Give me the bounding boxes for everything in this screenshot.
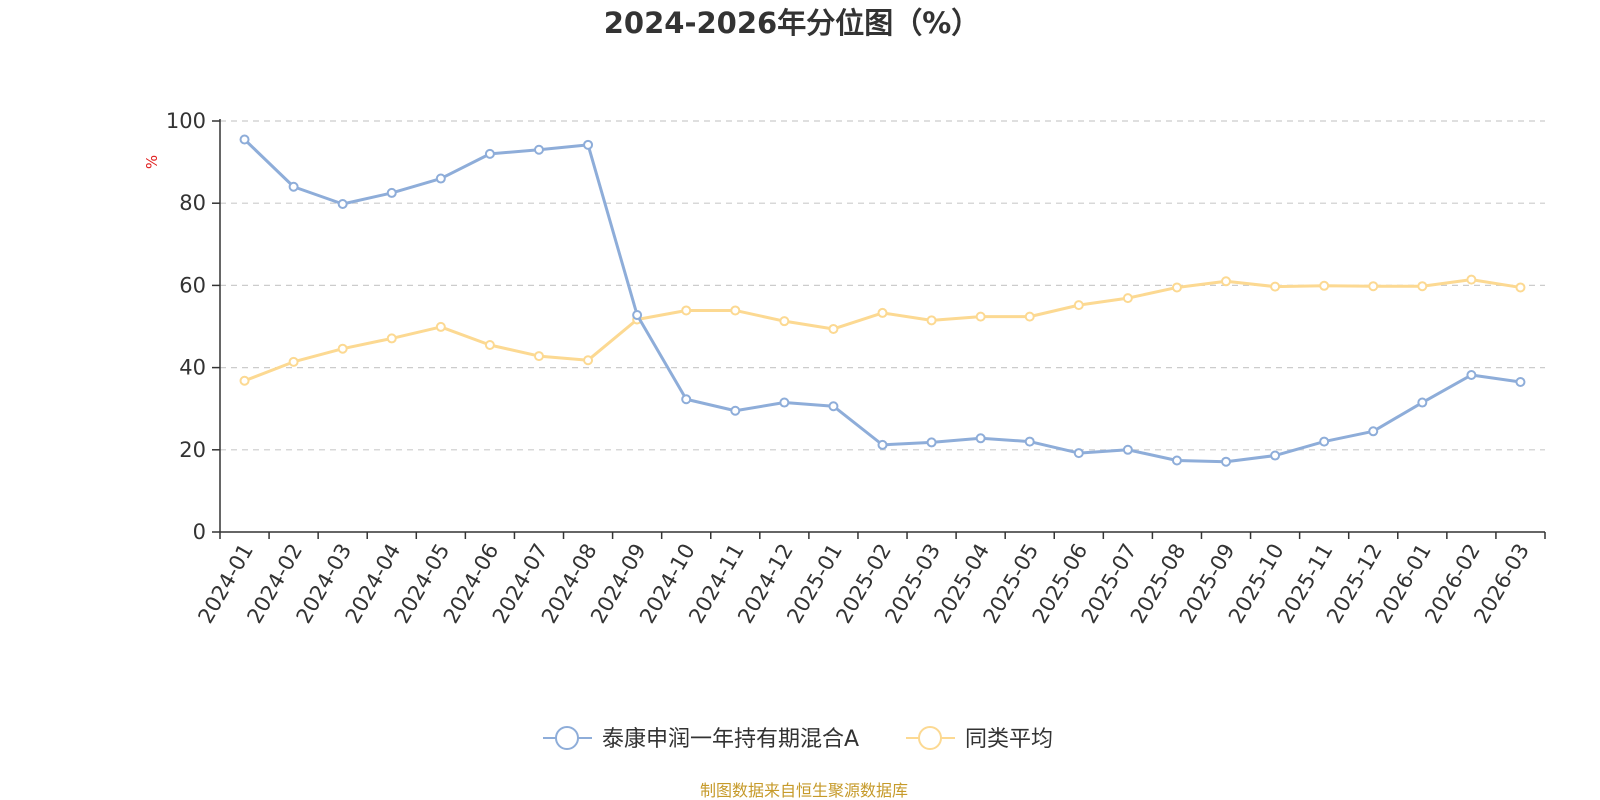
grid-lines [220, 120, 1545, 451]
x-tick-labels: 2024-012024-022024-032024-042024-052024-… [193, 540, 1534, 628]
legend-item-series-1[interactable]: 同类平均 [906, 726, 1053, 752]
legend[interactable]: 泰康申润一年持有期混合A 同类平均 [543, 726, 1053, 752]
data-point[interactable] [632, 309, 643, 320]
data-point[interactable] [239, 375, 250, 386]
data-point[interactable] [681, 394, 692, 405]
data-point[interactable] [583, 355, 594, 366]
data-point[interactable] [1515, 376, 1526, 387]
axes [212, 119, 1546, 539]
legend-label-series-1: 同类平均 [965, 727, 1053, 752]
data-point[interactable] [1221, 456, 1232, 467]
data-point[interactable] [877, 439, 888, 450]
data-point[interactable] [877, 307, 888, 318]
data-point[interactable] [779, 316, 790, 327]
data-point[interactable] [1368, 281, 1379, 292]
data-point[interactable] [975, 433, 986, 444]
data-point[interactable] [975, 311, 986, 322]
data-point[interactable] [337, 343, 348, 354]
data-point[interactable] [239, 134, 250, 145]
data-point[interactable] [288, 356, 299, 367]
data-point[interactable] [730, 305, 741, 316]
data-point[interactable] [533, 351, 544, 362]
data-point[interactable] [1270, 281, 1281, 292]
data-point[interactable] [1024, 311, 1035, 322]
data-source-note: 制图数据来自恒生聚源数据库 [700, 781, 908, 800]
data-point[interactable] [1171, 455, 1182, 466]
data-point[interactable] [681, 305, 692, 316]
data-point[interactable] [828, 323, 839, 334]
legend-marker-circle [555, 726, 579, 750]
data-point[interactable] [1270, 450, 1281, 461]
data-point[interactable] [1417, 281, 1428, 292]
data-point[interactable] [828, 401, 839, 412]
data-point[interactable] [484, 148, 495, 159]
data-point[interactable] [1466, 274, 1477, 285]
data-point[interactable] [730, 405, 741, 416]
legend-marker-circle [918, 726, 942, 750]
data-point[interactable] [288, 181, 299, 192]
data-point[interactable] [1073, 448, 1084, 459]
data-point[interactable] [926, 315, 937, 326]
data-point[interactable] [1122, 293, 1133, 304]
data-point[interactable] [533, 144, 544, 155]
series-line-0 [243, 138, 1521, 464]
chart-title: 2024-2026年分位图（%） [604, 6, 981, 40]
series-line-1 [243, 278, 1521, 383]
y-tick-label: 80 [179, 191, 206, 215]
data-point[interactable] [484, 339, 495, 350]
data-point[interactable] [386, 187, 397, 198]
data-point[interactable] [1024, 436, 1035, 447]
data-point[interactable] [1171, 282, 1182, 293]
data-point[interactable] [435, 173, 446, 184]
data-point[interactable] [1221, 276, 1232, 287]
y-axis-unit-label: % [143, 155, 161, 169]
data-point[interactable] [779, 397, 790, 408]
series-1 [239, 274, 1526, 386]
legend-label-series-0: 泰康申润一年持有期混合A [602, 727, 859, 752]
series-lines [239, 134, 1526, 467]
y-tick-label: 100 [166, 109, 206, 133]
y-tick-labels: 0 20 40 60 80 100 [166, 109, 206, 544]
data-point[interactable] [1368, 426, 1379, 437]
series-0 [239, 134, 1526, 467]
data-point[interactable] [1319, 280, 1330, 291]
data-point[interactable] [1122, 444, 1133, 455]
data-point[interactable] [337, 199, 348, 210]
data-point[interactable] [926, 437, 937, 448]
y-tick-label: 60 [179, 273, 206, 297]
data-point[interactable] [1319, 436, 1330, 447]
data-point[interactable] [1417, 397, 1428, 408]
data-point[interactable] [386, 333, 397, 344]
data-point[interactable] [583, 139, 594, 150]
data-point[interactable] [1466, 369, 1477, 380]
y-tick-label: 20 [179, 438, 206, 462]
y-tick-label: 0 [193, 520, 206, 544]
data-point[interactable] [1515, 282, 1526, 293]
data-point[interactable] [1073, 300, 1084, 311]
data-point[interactable] [435, 321, 446, 332]
legend-item-series-0[interactable]: 泰康申润一年持有期混合A [543, 726, 859, 752]
y-tick-label: 40 [179, 356, 206, 380]
